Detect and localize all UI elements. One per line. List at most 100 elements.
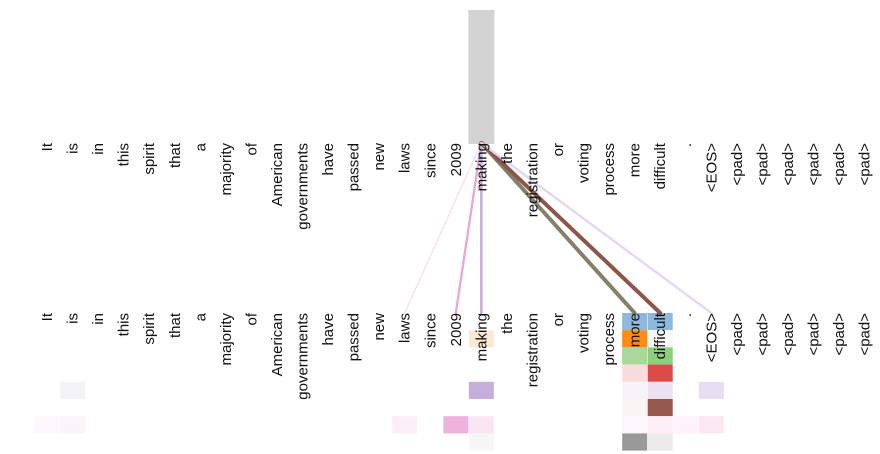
key-token-14[interactable]: laws	[397, 313, 414, 343]
query-token-23[interactable]: more	[627, 143, 644, 177]
attention-cell-23	[673, 416, 699, 434]
query-token-21[interactable]: voting	[576, 143, 593, 183]
attention-cell-14	[622, 399, 648, 417]
key-token-21[interactable]: voting	[576, 313, 593, 353]
selected-token-highlight	[468, 10, 495, 144]
query-token-4[interactable]: spirit	[141, 142, 158, 175]
attention-cell-24	[698, 416, 724, 434]
query-token-20[interactable]: or	[550, 143, 567, 156]
key-token-26[interactable]: <EOS>	[703, 313, 720, 362]
attention-line-5	[480, 141, 713, 315]
attention-cell-17	[60, 416, 86, 434]
attention-line-4	[479, 141, 663, 315]
query-token-2[interactable]: in	[90, 143, 107, 155]
query-token-27[interactable]: <pad>	[729, 143, 746, 186]
key-token-28[interactable]: <pad>	[754, 313, 771, 356]
attention-cell-15	[647, 399, 673, 417]
query-token-22[interactable]: process	[601, 143, 618, 196]
key-token-18[interactable]: the	[499, 313, 516, 334]
key-token-31[interactable]: <pad>	[831, 313, 848, 356]
attention-line-1	[454, 141, 483, 315]
attention-line-0	[403, 142, 483, 314]
query-token-0[interactable]: It	[39, 142, 56, 151]
attention-cell-20	[468, 416, 494, 434]
key-token-2[interactable]: in	[90, 313, 107, 325]
key-token-15[interactable]: since	[422, 313, 439, 348]
query-token-10[interactable]: governments	[295, 143, 312, 230]
key-token-5[interactable]: that	[167, 312, 184, 338]
key-token-13[interactable]: new	[371, 313, 388, 341]
query-token-29[interactable]: <pad>	[780, 143, 797, 186]
attention-cell-2	[622, 330, 648, 348]
key-token-11[interactable]: have	[320, 313, 337, 346]
key-token-12[interactable]: passed	[346, 313, 363, 361]
attention-cell-18	[392, 416, 418, 434]
query-token-6[interactable]: a	[192, 142, 209, 151]
key-token-8[interactable]: of	[243, 312, 260, 325]
key-token-6[interactable]: a	[192, 312, 209, 321]
key-token-22[interactable]: process	[601, 313, 618, 366]
query-token-18[interactable]: the	[499, 143, 516, 164]
query-token-24[interactable]: difficult	[652, 142, 669, 189]
key-token-16[interactable]: 2009	[448, 313, 465, 346]
key-token-10[interactable]: governments	[295, 313, 312, 400]
key-token-20[interactable]: or	[550, 313, 567, 326]
attention-cell-7	[622, 364, 648, 382]
query-token-19[interactable]: registration	[524, 143, 541, 217]
attention-cell-4	[468, 330, 494, 348]
query-token-12[interactable]: passed	[346, 143, 363, 191]
attention-cell-13	[698, 381, 724, 399]
attention-cell-27	[647, 433, 673, 451]
attention-cell-11	[622, 381, 648, 399]
key-token-25[interactable]: .	[678, 313, 695, 317]
query-token-32[interactable]: <pad>	[857, 143, 874, 186]
attention-lines	[403, 141, 713, 315]
query-token-row: It is in this spirit that a majority of American g…	[39, 142, 874, 230]
key-token-19[interactable]: registration	[524, 313, 541, 387]
attention-cell-8	[647, 364, 673, 382]
key-token-17[interactable]: making	[473, 313, 490, 361]
query-token-28[interactable]: <pad>	[754, 143, 771, 186]
query-token-13[interactable]: new	[371, 143, 388, 171]
query-token-17[interactable]: making	[473, 143, 490, 191]
attention-cell-10	[468, 381, 494, 399]
query-token-26[interactable]: <EOS>	[703, 143, 720, 192]
attention-cell-5	[622, 347, 648, 365]
attention-cell-21	[622, 416, 648, 434]
attention-cell-9	[60, 381, 86, 399]
key-token-1[interactable]: is	[65, 313, 82, 324]
attention-cell-26	[622, 433, 648, 451]
query-token-11[interactable]: have	[320, 143, 337, 176]
query-token-31[interactable]: <pad>	[831, 143, 848, 186]
key-token-9[interactable]: American	[269, 313, 286, 376]
query-token-9[interactable]: American	[269, 143, 286, 206]
query-token-5[interactable]: that	[167, 142, 184, 168]
key-token-24[interactable]: difficult	[652, 312, 669, 359]
query-token-25[interactable]: .	[678, 143, 695, 147]
key-token-32[interactable]: <pad>	[857, 313, 874, 356]
query-token-14[interactable]: laws	[397, 143, 414, 173]
query-token-30[interactable]: <pad>	[806, 143, 823, 186]
attention-cell-25	[468, 433, 494, 451]
key-token-29[interactable]: <pad>	[780, 313, 797, 356]
attention-cell-1	[647, 313, 673, 331]
attention-cell-3	[647, 330, 673, 348]
query-token-7[interactable]: majority	[218, 143, 235, 196]
attention-cell-16	[34, 416, 60, 434]
key-token-3[interactable]: this	[116, 313, 133, 336]
key-token-row: It is in this spirit that a majority of American g…	[39, 312, 874, 400]
query-token-1[interactable]: is	[65, 143, 82, 154]
key-token-23[interactable]: more	[627, 313, 644, 347]
key-token-30[interactable]: <pad>	[806, 313, 823, 356]
query-token-15[interactable]: since	[422, 143, 439, 178]
key-token-7[interactable]: majority	[218, 313, 235, 366]
key-token-4[interactable]: spirit	[141, 312, 158, 345]
attention-cell-19	[443, 416, 469, 434]
query-token-16[interactable]: 2009	[448, 143, 465, 176]
key-token-0[interactable]: It	[39, 312, 56, 321]
attention-cell-22	[647, 416, 673, 434]
query-token-8[interactable]: of	[243, 142, 260, 155]
query-token-3[interactable]: this	[116, 143, 133, 166]
attention-cell-6	[647, 347, 673, 365]
key-token-27[interactable]: <pad>	[729, 313, 746, 356]
